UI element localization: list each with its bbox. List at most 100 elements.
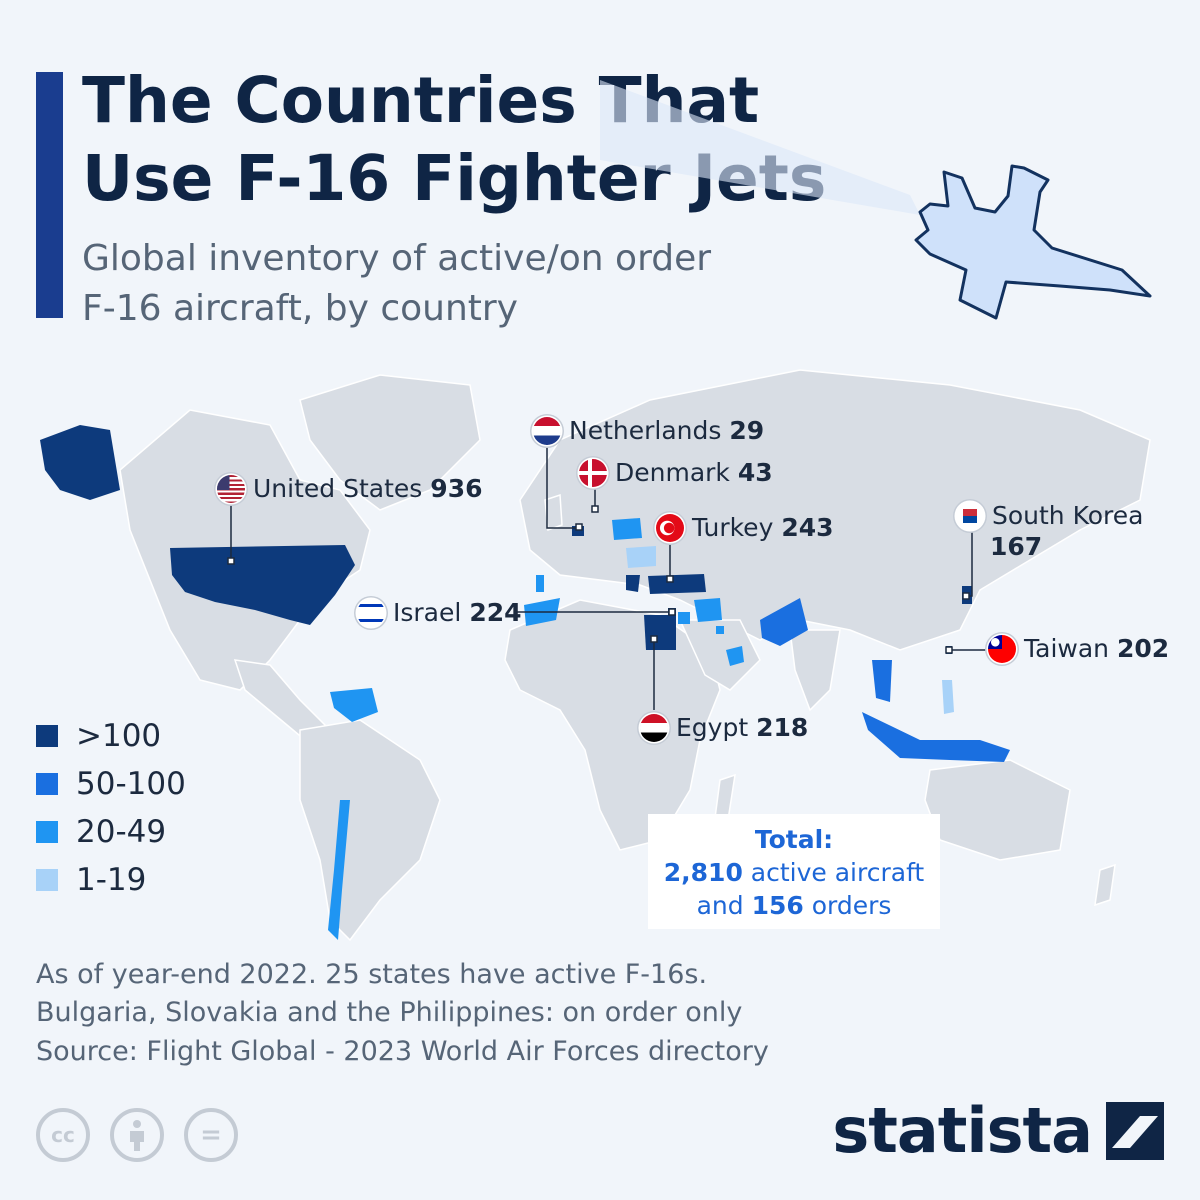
- leader-lines: [230, 440, 986, 710]
- label-south-korea: South Korea 167: [956, 500, 1143, 562]
- land-australia: [924, 759, 1071, 861]
- world-map: [40, 369, 1151, 942]
- region-indonesia: [862, 712, 1010, 762]
- subtitle-line-1: Global inventory of active/on order: [82, 238, 712, 279]
- legend-label: >100: [76, 718, 162, 754]
- label-egypt-value: 218: [756, 713, 809, 742]
- label-taiwan: Taiwan 202: [988, 634, 1169, 663]
- label-taiwan-name: Taiwan: [1024, 634, 1110, 663]
- label-denmark-name: Denmark: [615, 458, 730, 487]
- marker-denmark: [591, 505, 599, 513]
- south-korea-flag-icon: [956, 501, 984, 530]
- label-taiwan-value: 202: [1117, 634, 1170, 663]
- total-orders-line: and 156 orders: [648, 889, 940, 922]
- region-jordan: [678, 612, 690, 624]
- region-chile: [328, 800, 350, 940]
- subtitle-line-2: F-16 aircraft, by country: [82, 288, 518, 329]
- label-israel-name: Israel: [393, 598, 462, 627]
- marker-south-korea: [962, 592, 970, 600]
- region-portugal: [536, 575, 544, 592]
- person-icon: [130, 1120, 144, 1151]
- marker-united-states: [227, 557, 235, 565]
- legend-label: 1-19: [76, 862, 147, 898]
- denmark-flag-icon: [579, 458, 607, 487]
- label-egypt-name: Egypt: [676, 713, 749, 742]
- cc-icon[interactable]: cc: [36, 1108, 90, 1162]
- total-active-line: 2,810 active aircraft: [648, 856, 940, 889]
- title-accent-bar: [36, 72, 63, 318]
- statista-logo-icon: [1106, 1102, 1164, 1160]
- label-turkey: Turkey 243: [656, 513, 834, 542]
- no-derivatives-icon[interactable]: =: [184, 1108, 238, 1162]
- region-venezuela: [330, 688, 378, 722]
- marker-egypt: [650, 635, 658, 643]
- attribution-icon[interactable]: [110, 1108, 164, 1162]
- region-bahrain: [716, 626, 724, 634]
- turkey-flag-icon: [656, 513, 684, 542]
- label-denmark: Denmark 43: [579, 458, 773, 487]
- israel-flag-icon: [357, 598, 385, 627]
- region-egypt: [644, 615, 676, 650]
- total-active-text: active aircraft: [750, 858, 925, 887]
- footnote: As of year-end 2022. 25 states have acti…: [36, 956, 742, 1032]
- total-orders-prefix: and: [696, 891, 744, 920]
- united-states-flag-icon: [217, 474, 245, 503]
- region-philippines: [942, 680, 954, 714]
- legend-item: 20-49: [36, 808, 186, 856]
- label-united-states-name: United States: [253, 474, 423, 503]
- fighter-jet-illustration: [600, 80, 1152, 320]
- jet-light-beam: [600, 80, 920, 215]
- region-greece: [626, 575, 640, 592]
- region-alaska: [40, 425, 120, 500]
- total-active-value: 2,810: [663, 858, 743, 887]
- footnote-line-2: Bulgaria, Slovakia and the Philippines: …: [36, 997, 743, 1028]
- region-romania: [626, 546, 656, 568]
- marker-turkey: [666, 575, 674, 583]
- marker-netherlands: [575, 523, 583, 531]
- region-united-states: [170, 545, 355, 625]
- land-india: [789, 629, 841, 712]
- label-netherlands-value: 29: [729, 416, 765, 445]
- marker-taiwan: [945, 646, 953, 654]
- legend-item: 1-19: [36, 856, 186, 904]
- land-greenland: [299, 374, 481, 511]
- label-turkey-value: 243: [781, 513, 834, 542]
- legend-item: 50-100: [36, 760, 186, 808]
- label-netherlands-name: Netherlands: [569, 416, 722, 445]
- region-poland: [612, 518, 642, 540]
- egypt-flag-icon: [640, 713, 668, 742]
- legend-swatch: [36, 725, 58, 747]
- leader-netherlands: [546, 440, 578, 529]
- netherlands-flag-icon: [533, 416, 561, 445]
- fighter-jet-icon: [914, 164, 1152, 320]
- region-turkey: [648, 574, 706, 594]
- label-denmark-value: 43: [737, 458, 773, 487]
- marker-israel: [668, 608, 676, 616]
- label-netherlands: Netherlands 29: [533, 416, 764, 445]
- label-south-korea-value: 167: [990, 532, 1043, 561]
- land-arabia: [678, 619, 761, 691]
- brand-name: statista: [832, 1094, 1093, 1167]
- label-united-states-value: 936: [430, 474, 483, 503]
- legend-swatch: [36, 869, 58, 891]
- map-legend: >100 50-100 20-49 1-19: [36, 712, 186, 904]
- total-box: Total: 2,810 active aircraft and 156 ord…: [648, 814, 940, 929]
- label-israel: Israel 224: [357, 598, 522, 627]
- label-egypt: Egypt 218: [640, 713, 808, 742]
- total-orders-text: orders: [811, 891, 892, 920]
- total-orders-value: 156: [751, 891, 804, 920]
- land-south-america: [299, 719, 441, 942]
- total-heading: Total:: [754, 825, 834, 854]
- taiwan-flag-icon: [988, 634, 1016, 663]
- region-pakistan: [760, 598, 808, 646]
- legend-item: >100: [36, 712, 186, 760]
- region-iraq: [694, 598, 722, 622]
- legend-swatch: [36, 821, 58, 843]
- region-uae: [726, 646, 744, 666]
- legend-swatch: [36, 773, 58, 795]
- source-line: Source: Flight Global - 2023 World Air F…: [36, 1036, 769, 1067]
- legend-label: 20-49: [76, 814, 167, 850]
- label-turkey-name: Turkey: [692, 513, 774, 542]
- statista-logo[interactable]: statista: [832, 1098, 1164, 1164]
- land-new-zealand: [1094, 863, 1116, 907]
